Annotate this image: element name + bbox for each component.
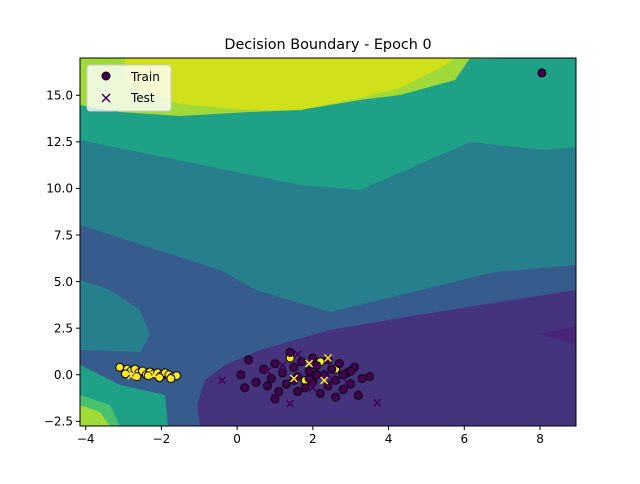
train-point [315,388,325,398]
train-point [266,373,276,383]
train-point [537,68,547,78]
legend-train-marker [101,71,111,81]
train-point [312,360,322,370]
x-axis: −4 −2 0 2 4 6 8 [77,426,544,446]
y-tick-label: 2.5 [54,321,73,335]
train-point [285,347,295,357]
x-tick-label: −2 [153,432,171,446]
train-point [353,390,363,400]
x-tick-label: −4 [77,432,95,446]
train-point [312,370,322,380]
train-point [281,379,291,389]
y-tick-label: 5.0 [54,275,73,289]
x-tick-label: 8 [536,432,544,446]
test-point [270,393,280,402]
x-tick-label: 6 [460,432,468,446]
test-point [320,376,329,385]
test-point [293,350,302,359]
contour-band-6 [125,58,455,110]
y-tick-label: −2.5 [44,415,73,429]
train-point [270,359,280,369]
test-point [323,353,333,363]
train-point [327,364,337,374]
y-tick-label: 12.5 [46,135,73,149]
train-point [166,373,176,383]
train-point [270,394,280,404]
y-axis: −2.5 0.0 2.5 5.0 7.5 10.0 12.5 15.0 [44,89,80,429]
train-point [357,373,367,383]
x-tick-label: 2 [309,432,317,446]
contour-band-0 [197,290,576,426]
train-point [338,370,348,380]
train-point [278,368,288,378]
test-point [278,361,287,370]
train-point [365,372,375,382]
train-point [300,383,310,393]
data-points [115,68,547,408]
train-point [296,357,306,367]
train-point [331,392,341,402]
train-point [274,387,284,397]
train-point [236,370,246,380]
train-point [289,375,299,385]
plot-frame [79,57,577,427]
test-point [263,367,272,376]
train-point [323,381,333,391]
train-point [251,377,261,387]
train-point [334,359,344,369]
train-point [262,381,272,391]
test-point [305,359,314,368]
train-point [346,379,356,389]
test-point [217,376,227,385]
train-point [115,362,125,372]
legend-train-label: Train [130,70,160,84]
legend-test-label: Test [130,91,155,105]
train-point [304,366,314,376]
y-tick-label: 15.0 [46,89,73,103]
contour-band-2b [80,280,150,352]
contour-band-dark-tip [540,326,576,345]
test-point [289,374,298,383]
y-tick-label: 10.0 [46,182,73,196]
test-point [286,399,295,408]
train-point [323,355,333,365]
x-tick-label: 4 [385,432,393,446]
y-tick-label: 7.5 [54,228,73,242]
decision-contours [80,58,576,426]
train-point [289,362,299,372]
train-point [240,383,250,393]
train-point [331,375,341,385]
contour-band-5c [80,405,110,426]
chart-title: Decision Boundary - Epoch 0 [224,37,431,53]
train-point [338,385,348,395]
train-point [259,364,269,374]
train-point [243,355,253,365]
test-point [149,370,158,379]
test-point [342,378,351,387]
test-point [327,374,336,383]
legend: Train Test [86,64,172,112]
legend-test-marker [101,93,111,103]
train-point [346,366,356,376]
train-point [293,387,303,397]
train-point [304,373,314,383]
y-tick-label: 0.0 [54,368,73,382]
test-point [308,383,317,392]
x-tick-label: 0 [233,432,241,446]
train-point [308,353,318,363]
test-point [373,398,382,407]
test-point [127,371,136,380]
train-point [155,373,165,383]
